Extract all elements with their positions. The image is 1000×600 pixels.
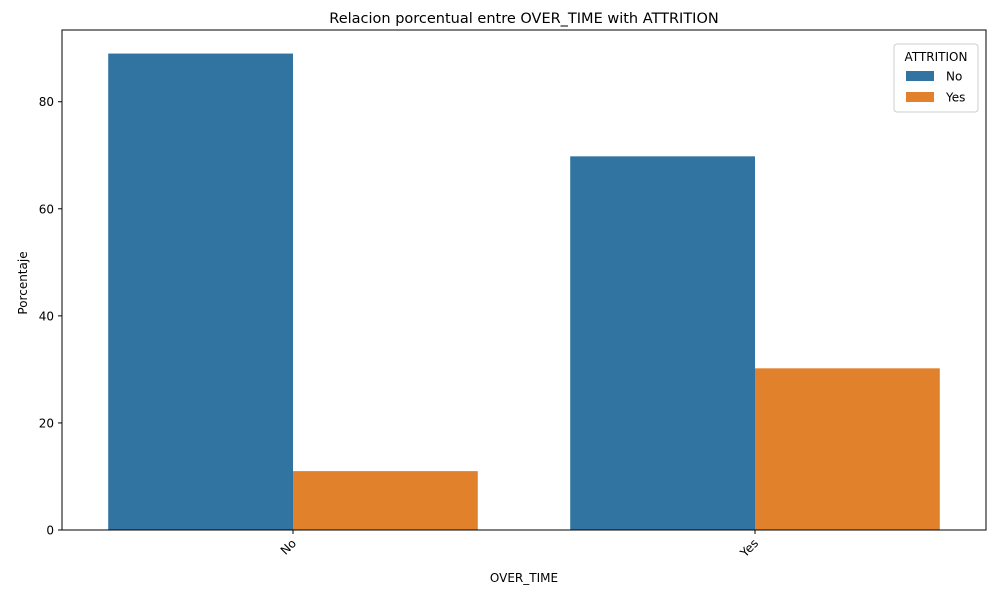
- legend-label-no: No: [946, 70, 962, 84]
- y-tick-label: 60: [39, 202, 54, 216]
- y-tick-label: 20: [39, 416, 54, 430]
- y-tick-label: 40: [39, 309, 54, 323]
- x-axis-label: OVER_TIME: [490, 571, 558, 585]
- legend-entries: No Yes: [906, 70, 965, 105]
- bars: [108, 53, 940, 531]
- chart-title: Relacion porcentual entre OVER_TIME with…: [329, 11, 718, 27]
- legend-swatch-yes: [906, 92, 934, 102]
- y-axis-label: Porcentaje: [16, 251, 30, 314]
- axes-frame: [61, 29, 987, 531]
- y-axis-ticks: 0 20 40 60 80: [39, 95, 62, 538]
- y-tick-label: 0: [46, 524, 54, 538]
- bar-yes-yes: [755, 368, 940, 530]
- bar-no-no: [108, 53, 293, 531]
- legend: ATTRITION No Yes: [893, 43, 979, 113]
- bar-no-yes: [293, 471, 478, 530]
- y-tick-label: 80: [39, 95, 54, 109]
- legend-title: ATTRITION: [905, 50, 968, 64]
- legend-label-yes: Yes: [945, 91, 965, 105]
- legend-swatch-no: [906, 71, 934, 81]
- plot-area: [61, 29, 987, 531]
- bar-yes-no: [570, 156, 755, 531]
